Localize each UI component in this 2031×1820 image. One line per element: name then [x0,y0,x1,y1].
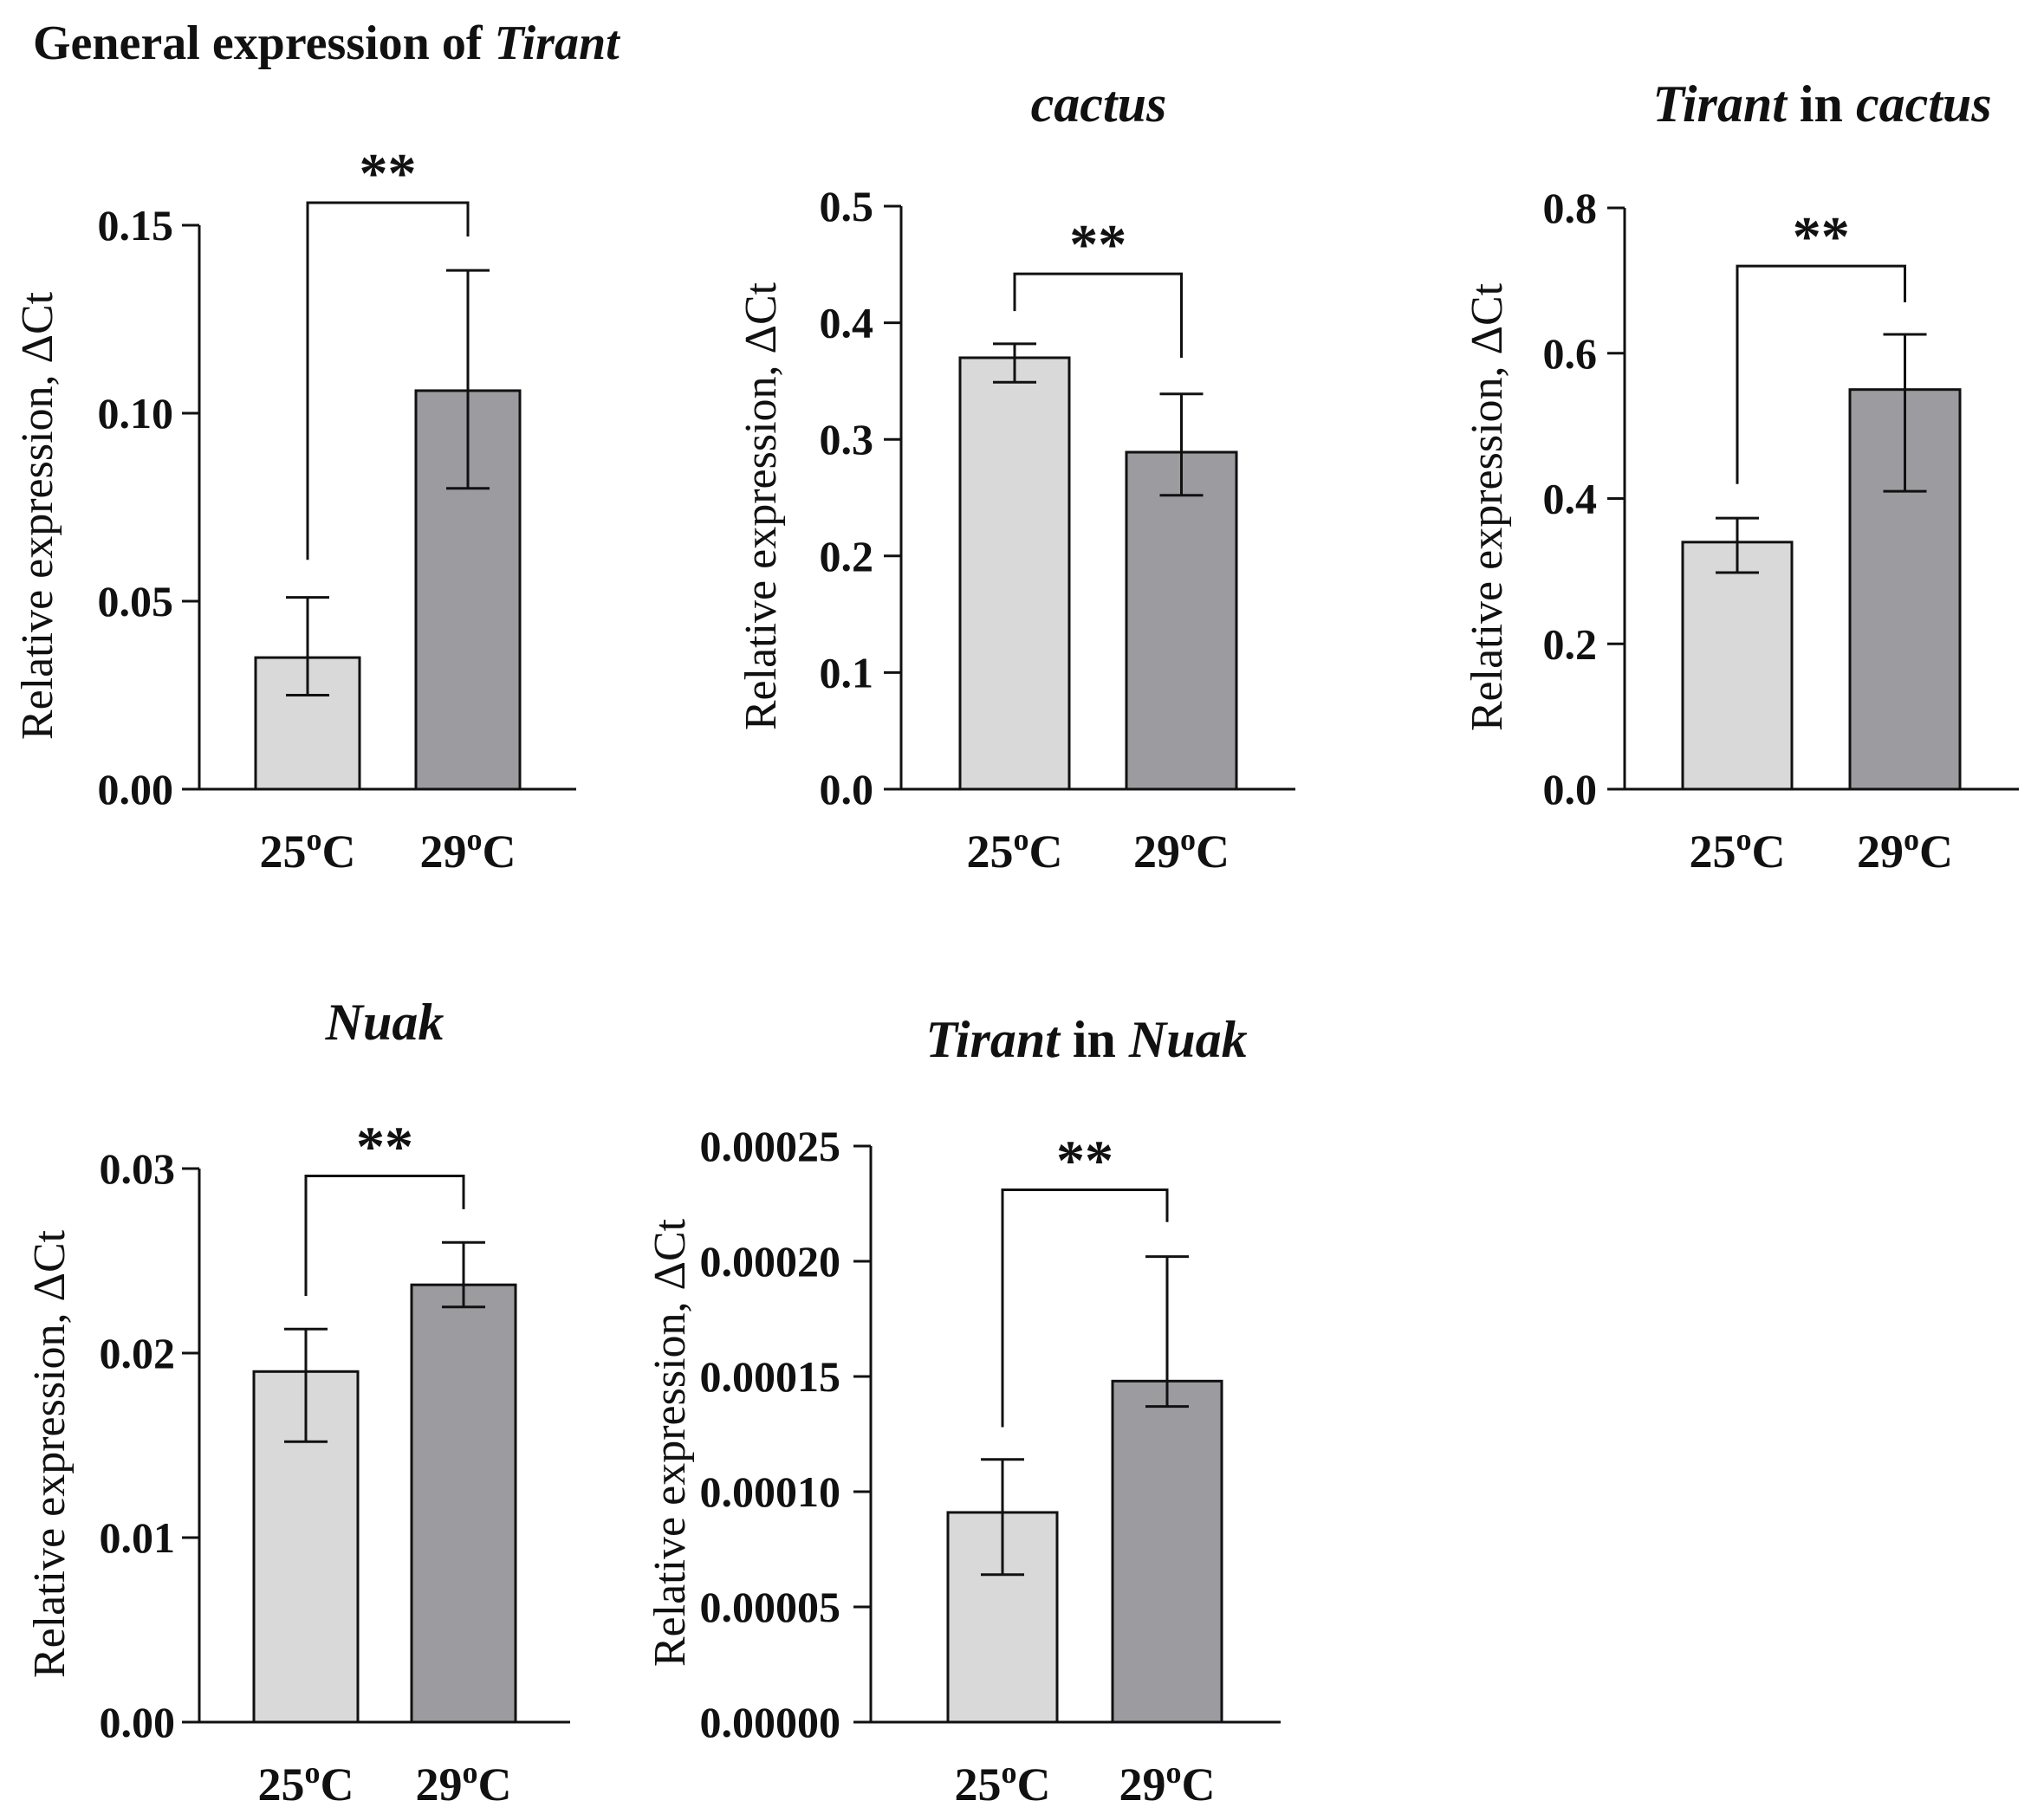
figure-title-italic: Tirant [494,16,620,70]
error-bar [1883,333,1927,493]
significance-label: ** [1069,213,1126,276]
y-tick-label: 0.1 [820,648,874,696]
x-category-label: 29oC [416,1755,512,1810]
y-tick-label: 0.3 [820,415,874,463]
bar-29 [1111,1379,1223,1724]
bar-29 [410,1283,517,1724]
y-tick-label: 0.6 [1543,329,1598,378]
figure-title: General expression of Tirant [33,16,620,70]
chart-title-part: Nuak [1128,1011,1248,1068]
significance-bracket [1736,264,1906,484]
y-tick-label: 0.0 [1543,765,1598,813]
y-tick-label: 0.15 [98,201,174,249]
chart-nuak: Nuak 0.00 0.01 0.02 0.03 Relative expression,… [25,994,570,1810]
x-category-label: 25oC [260,822,356,878]
bar-25 [958,356,1071,791]
y-tick-label: 0.00020 [700,1237,841,1286]
chart-panels: 0.00 0.05 0.10 0.15 Relative expression, ΔCt… [13,75,2019,1810]
significance-label: ** [356,1116,413,1179]
chart-title-part: Tirant [925,1011,1061,1068]
y-tick-label: 0.2 [1543,619,1598,668]
y-tick-label: 0.01 [100,1513,176,1562]
x-category-label: 25oC [258,1755,354,1810]
y-axis-label: Relative expression, ΔCt [25,1229,75,1678]
y-tick-label: 0.00 [100,1698,176,1746]
x-category-label: 29oC [1119,1755,1216,1810]
chart-title-part: Tirant [1652,75,1788,133]
bar-25 [1681,541,1794,791]
chart-tirant-general: 0.00 0.05 0.10 0.15 Relative expression, ΔCt… [13,142,576,878]
y-tick-label: 0.00015 [700,1352,841,1401]
error-bar [442,1240,485,1309]
error-bar [993,342,1036,384]
y-axis-label: Relative expression, ΔCt [1463,282,1512,731]
chart-title: Tirant in cactus [1652,75,1991,133]
error-bar [981,1458,1024,1577]
y-tick-label: 0.8 [1543,184,1598,232]
significance-bracket [304,1175,465,1296]
y-tick-label: 0.4 [1543,475,1598,523]
significance-bracket [306,201,470,560]
significance-label: ** [1056,1130,1113,1193]
y-tick-label: 0.00 [98,765,174,813]
error-bar [284,1327,328,1443]
x-category-label: 29oC [1857,822,1953,878]
x-category-label: 25oC [955,1755,1051,1810]
chart-title-part: Nuak [325,994,444,1051]
y-axis-label: Relative expression, ΔCt [736,282,786,730]
figure-title-prefix: General expression of [33,16,494,70]
significance-label: ** [360,142,417,205]
y-tick-label: 0.05 [98,577,174,625]
y-tick-label: 0.4 [820,299,874,347]
chart-title: Nuak [325,994,444,1051]
y-tick-label: 0.0 [820,765,874,813]
error-bar [446,269,490,490]
y-tick-label: 0.00000 [700,1698,841,1746]
x-category-label: 25oC [967,822,1063,878]
error-bar [1159,392,1204,497]
y-tick-label: 0.02 [100,1329,176,1377]
chart-tirant-in-nuak: Tirant in Nuak 0.00000 0.00005 0.00010 0.000… [646,1011,1281,1810]
y-tick-label: 0.00005 [700,1583,841,1631]
chart-title-part: cactus [1031,75,1167,133]
y-tick-label: 0.2 [820,532,874,580]
chart-title-part: cactus [1856,75,1992,133]
error-bar [286,596,329,696]
error-bar [1145,1255,1189,1409]
y-tick-label: 0.10 [98,389,174,437]
significance-bracket [1013,272,1183,358]
significance-label: ** [1793,205,1850,269]
chart-cactus: cactus 0.0 0.1 0.2 0.3 0.4 0.5 Relative express… [736,75,1295,878]
y-axis-label: Relative expression, ΔCt [13,291,62,740]
bar-29 [1125,450,1238,791]
chart-title: Tirant in Nuak [925,1011,1247,1068]
significance-bracket [1001,1189,1169,1428]
x-category-label: 25oC [1690,822,1786,878]
y-tick-label: 0.03 [100,1144,176,1193]
x-category-label: 29oC [1133,822,1230,878]
chart-tirant-in-cactus: Tirant in cactus 0.0 0.2 0.4 0.6 0.8 Relative … [1463,75,2019,878]
chart-title: cactus [1031,75,1167,133]
y-tick-label: 0.5 [820,182,874,230]
chart-title-part: in [1787,75,1856,133]
error-bar [1716,516,1759,574]
y-tick-label: 0.00010 [700,1467,841,1516]
y-tick-label: 0.00025 [700,1122,841,1170]
x-category-label: 29oC [420,822,516,878]
y-axis-label: Relative expression, ΔCt [646,1218,695,1667]
chart-title-part: in [1060,1011,1129,1068]
